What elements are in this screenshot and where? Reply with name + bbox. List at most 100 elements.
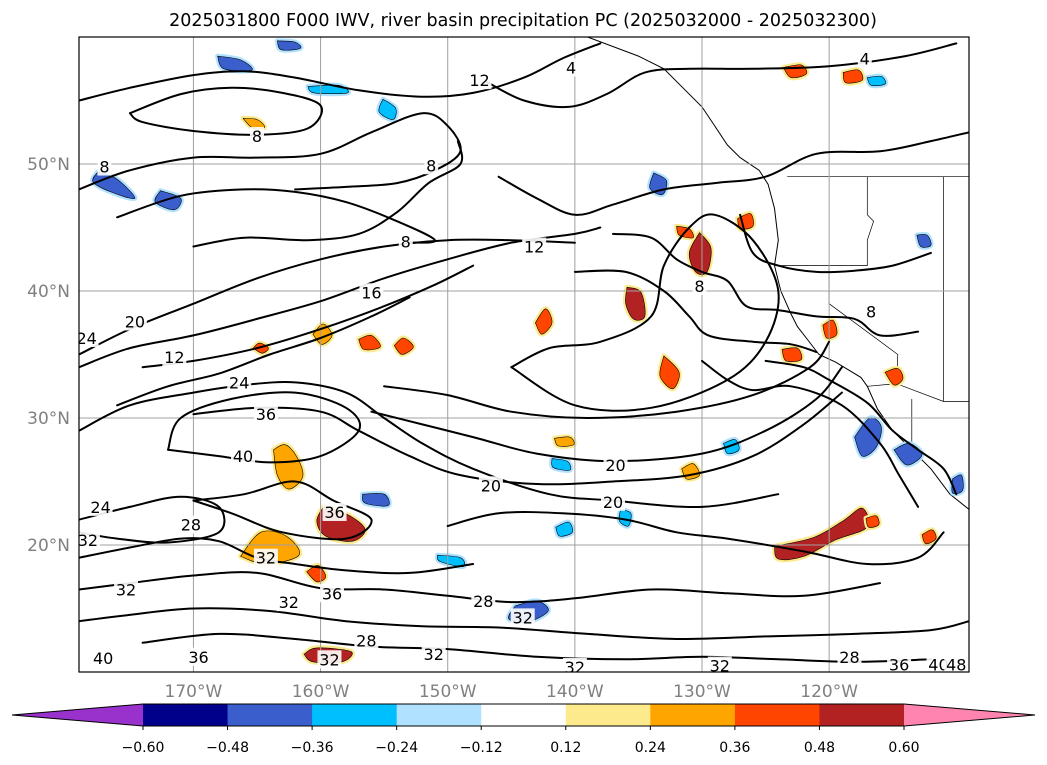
svg-text:32: 32 bbox=[256, 549, 276, 568]
contour-label: 24 bbox=[88, 497, 113, 517]
contour-label: 32 bbox=[79, 530, 100, 550]
iwv-contour-line bbox=[701, 359, 920, 508]
iwv-contour-line bbox=[573, 269, 818, 353]
iwv-contour-line bbox=[739, 213, 932, 274]
precip-pc-region bbox=[616, 506, 634, 529]
svg-text:36: 36 bbox=[188, 648, 208, 667]
contour-label: 12 bbox=[162, 348, 187, 367]
svg-text:8: 8 bbox=[426, 156, 436, 175]
contour-label: 28 bbox=[471, 591, 496, 611]
y-tick-label: 20°N bbox=[27, 536, 70, 556]
contour-label: 8 bbox=[424, 156, 439, 175]
svg-text:24: 24 bbox=[90, 498, 110, 517]
colorbar-segment bbox=[819, 704, 905, 726]
contour-label: 32 bbox=[562, 657, 587, 677]
contour-label: 12 bbox=[467, 71, 492, 90]
contour-label: 12 bbox=[522, 237, 547, 257]
colorbar-tick-label: 0.24 bbox=[635, 740, 666, 756]
iwv-contour-line bbox=[192, 480, 373, 541]
precip-pc-region bbox=[657, 353, 682, 392]
svg-text:12: 12 bbox=[524, 238, 544, 257]
svg-text:24: 24 bbox=[76, 329, 96, 348]
precip-pc-region bbox=[552, 434, 577, 449]
y-tick-labels: 20°N 30°N 40°N 50°N bbox=[27, 155, 70, 556]
colorbar-extend-min bbox=[12, 704, 143, 726]
iwv-contour-line bbox=[497, 131, 969, 216]
x-tick-label: 140°W bbox=[546, 682, 604, 702]
x-tick-label: 170°W bbox=[165, 682, 223, 702]
svg-text:32: 32 bbox=[116, 580, 136, 599]
political-border bbox=[775, 214, 874, 266]
iwv-contour-line bbox=[383, 340, 831, 419]
iwv-contour-labels: 8 8 8 8 12 4 4 12 12 16 20 24 24 8 8 36 40 20 20 20 24 36 28 32… bbox=[76, 50, 969, 677]
precip-pc-region bbox=[359, 490, 392, 509]
iwv-contour-line bbox=[116, 188, 437, 244]
svg-text:8: 8 bbox=[866, 302, 876, 321]
colorbar: −0.60 −0.48 −0.36 −0.24 −0.12 0.12 0.24 0.36 0.4… bbox=[11, 703, 1036, 756]
colorbar-tick-label: −0.60 bbox=[122, 740, 165, 756]
svg-text:24: 24 bbox=[229, 373, 249, 392]
x-tick-label: 160°W bbox=[292, 682, 350, 702]
colorbar-tick-label: 0.12 bbox=[550, 740, 581, 756]
svg-text:48: 48 bbox=[946, 655, 966, 674]
political-border bbox=[867, 383, 969, 402]
contour-label: 36 bbox=[320, 584, 345, 603]
contour-label: 32 bbox=[253, 548, 278, 568]
svg-text:36: 36 bbox=[889, 655, 909, 674]
map-frame bbox=[78, 36, 970, 673]
iwv-contour-line bbox=[612, 232, 920, 337]
precip-pc-region bbox=[90, 169, 138, 202]
contour-label: 36 bbox=[322, 503, 347, 522]
iwv-contour-line bbox=[764, 359, 958, 496]
svg-text:32: 32 bbox=[565, 658, 585, 677]
svg-text:36: 36 bbox=[322, 584, 342, 603]
iwv-contour-line bbox=[79, 42, 602, 102]
contour-label: 4 bbox=[564, 58, 579, 77]
graticule bbox=[79, 37, 969, 672]
precip-pc-region bbox=[840, 67, 866, 86]
svg-text:32: 32 bbox=[513, 608, 533, 627]
y-tick-label: 50°N bbox=[27, 155, 70, 175]
x-tick-label: 150°W bbox=[419, 682, 477, 702]
contour-label: 24 bbox=[227, 373, 252, 392]
map-area: 8 8 8 8 12 4 4 12 12 16 20 24 24 8 8 36 40 20 20 20 24 36 28 32… bbox=[76, 36, 970, 677]
precip-pc-region bbox=[919, 527, 939, 547]
iwv-contour-line bbox=[141, 632, 932, 663]
colorbar-tick-label: −0.24 bbox=[375, 740, 418, 756]
colorbar-tick-label: −0.48 bbox=[206, 740, 249, 756]
precip-pc-region bbox=[949, 472, 966, 497]
svg-text:40: 40 bbox=[233, 447, 253, 466]
svg-text:8: 8 bbox=[252, 127, 262, 146]
svg-text:20: 20 bbox=[605, 456, 625, 475]
iwv-contour-line bbox=[116, 296, 411, 407]
y-tick-label: 30°N bbox=[27, 409, 70, 429]
svg-text:8: 8 bbox=[99, 158, 109, 177]
precip-pc-region bbox=[376, 96, 399, 123]
contour-label: 32 bbox=[510, 608, 535, 627]
contour-label: 28 bbox=[178, 515, 203, 535]
svg-text:32: 32 bbox=[710, 657, 730, 676]
svg-text:4: 4 bbox=[860, 50, 870, 69]
precip-pc-region bbox=[549, 456, 574, 473]
svg-text:36: 36 bbox=[324, 503, 344, 522]
contour-label: 40 bbox=[231, 447, 256, 466]
colorbar-tick-label: 0.60 bbox=[888, 740, 919, 756]
svg-text:20: 20 bbox=[481, 476, 501, 495]
svg-text:40: 40 bbox=[928, 655, 948, 674]
colorbar-segment bbox=[734, 704, 820, 726]
iwv-contour-line bbox=[79, 112, 462, 191]
contour-label: 36 bbox=[186, 647, 211, 667]
svg-text:20: 20 bbox=[603, 493, 623, 512]
precip-pc-region bbox=[532, 306, 555, 337]
x-tick-labels: 170°W 160°W 150°W 140°W 130°W 120°W bbox=[165, 682, 859, 702]
svg-text:4: 4 bbox=[566, 58, 576, 77]
iwv-contour-line bbox=[141, 264, 475, 369]
contour-label: 20 bbox=[478, 476, 503, 495]
contour-label: 24 bbox=[76, 328, 99, 348]
contour-label: 8 bbox=[692, 276, 707, 296]
svg-text:28: 28 bbox=[356, 631, 376, 650]
y-tick-label: 40°N bbox=[27, 282, 70, 302]
precip-pc-region bbox=[863, 513, 882, 531]
contour-label: 32 bbox=[276, 593, 301, 612]
contour-label: 32 bbox=[707, 656, 732, 676]
